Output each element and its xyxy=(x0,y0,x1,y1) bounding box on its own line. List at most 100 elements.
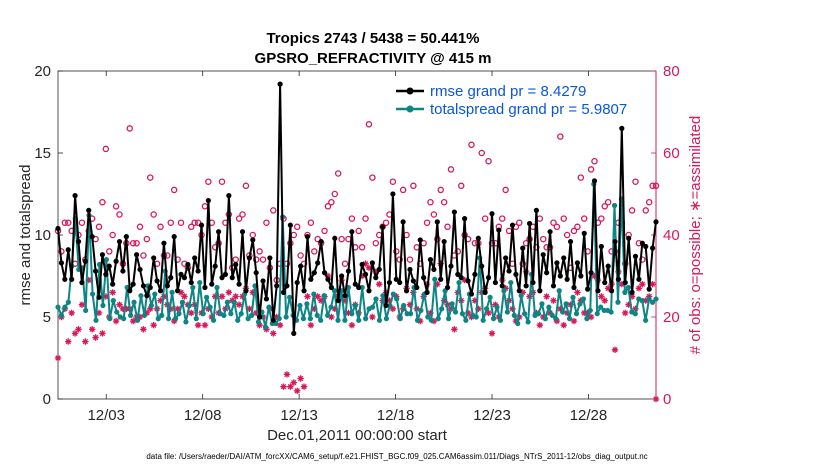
rmse-series xyxy=(55,81,659,336)
obs-assimilated-point xyxy=(307,322,315,329)
totalspread-line xyxy=(57,183,657,328)
totalspread-point xyxy=(110,298,116,304)
rmse-point xyxy=(643,243,649,250)
y-tick-label: 20 xyxy=(34,63,51,80)
obs-possible-point xyxy=(177,219,185,226)
rmse-point xyxy=(291,330,297,336)
obs-possible-point xyxy=(147,174,154,181)
totalspread-point xyxy=(356,317,362,323)
rmse-point xyxy=(123,234,129,240)
rmse-point xyxy=(103,271,109,277)
x-tick-label: 12/13 xyxy=(280,407,318,424)
obs-assimilated-point xyxy=(492,301,499,308)
totalspread-point xyxy=(549,312,555,318)
rmse-point xyxy=(280,289,287,295)
obs-assimilated-point xyxy=(65,338,72,345)
rmse-point xyxy=(424,289,430,295)
totalspread-point xyxy=(179,299,186,305)
obs-possible-point xyxy=(601,203,608,210)
obs-assimilated-point xyxy=(140,326,147,333)
obs-assimilated-point xyxy=(625,301,632,308)
rmse-point xyxy=(417,237,423,243)
totalspread-point xyxy=(235,317,241,323)
totalspread-point xyxy=(407,311,414,317)
obs-assimilated-point xyxy=(280,383,287,390)
rmse-point xyxy=(58,260,65,266)
totalspread-point xyxy=(556,288,562,294)
totalspread-point xyxy=(148,302,154,309)
totalspread-point xyxy=(325,312,331,318)
obs-assimilated-point xyxy=(386,297,393,304)
obs-possible-point xyxy=(328,198,335,206)
totalspread-point xyxy=(65,299,71,305)
rmse-point xyxy=(649,245,656,251)
obs-assimilated-point xyxy=(317,297,325,304)
rmse-point xyxy=(219,275,225,281)
rmse-point xyxy=(492,279,498,286)
obs-assimilated-point xyxy=(304,293,311,300)
totalspread-point xyxy=(131,299,137,305)
rmse-point xyxy=(602,279,608,286)
obs-assimilated-point xyxy=(249,289,256,296)
obs-possible-point xyxy=(358,244,366,251)
x-axis-label: Dec.01,2011 00:00:00 start xyxy=(267,427,448,444)
rmse-point xyxy=(308,276,314,282)
totalspread-point xyxy=(525,319,531,325)
rmse-point xyxy=(506,268,512,274)
obs-assimilated-point xyxy=(328,313,335,321)
totalspread-point xyxy=(190,284,196,291)
rmse-point xyxy=(612,238,618,245)
obs-assimilated-point xyxy=(270,330,277,337)
obs-assimilated-point xyxy=(635,285,643,292)
rmse-point xyxy=(366,288,372,294)
rmse-point xyxy=(335,298,341,304)
obs-assimilated-point xyxy=(451,326,458,333)
obs-assimilated-point xyxy=(99,330,106,337)
totalspread-point xyxy=(456,279,462,286)
obs-possible-point xyxy=(188,223,195,231)
totalspread-point xyxy=(542,316,548,322)
rmse-point xyxy=(485,275,492,281)
totalspread-point xyxy=(228,311,234,317)
obs-possible-point xyxy=(297,252,304,259)
obs-assimilated-point xyxy=(283,371,291,378)
rmse-point xyxy=(140,283,147,289)
x-tick-label: 12/18 xyxy=(377,407,415,424)
obs-possible-point xyxy=(498,215,506,222)
footer-data-file: data file: /Users/raeder/DAI/ATM_forcXX/… xyxy=(146,452,647,461)
rmse-point xyxy=(287,222,293,228)
obs-possible-point xyxy=(365,121,373,128)
totalspread-point xyxy=(560,309,566,315)
totalspread-point xyxy=(615,299,621,305)
obs-assimilated-point xyxy=(485,309,492,317)
rmse-point xyxy=(383,302,389,309)
rmse-point xyxy=(520,245,526,251)
totalspread-point xyxy=(376,317,383,323)
totalspread-point xyxy=(432,276,438,282)
obs-assimilated-point xyxy=(290,379,297,386)
rmse-point xyxy=(636,276,642,282)
rmse-point xyxy=(192,255,198,261)
rmse-point xyxy=(397,279,403,286)
totalspread-point xyxy=(522,311,528,317)
rmse-point xyxy=(195,268,201,274)
obs-possible-point xyxy=(112,203,120,210)
rmse-point xyxy=(567,238,574,245)
obs-possible-point xyxy=(652,182,660,190)
totalspread-point xyxy=(231,299,237,305)
obs-possible-point xyxy=(406,256,414,263)
obs-possible-point xyxy=(587,166,595,173)
rmse-point xyxy=(509,222,516,228)
totalspread-point xyxy=(584,316,590,322)
totalspread-point xyxy=(504,309,510,315)
totalspread-point xyxy=(383,316,389,322)
obs-possible-point xyxy=(143,235,151,243)
obs-possible-point xyxy=(563,231,571,239)
rmse-point xyxy=(489,211,495,217)
obs-possible-point xyxy=(393,248,400,255)
obs-assimilated-point xyxy=(287,383,294,390)
obs-possible-point xyxy=(252,256,260,263)
rmse-point xyxy=(414,284,420,291)
rmse-point xyxy=(581,230,587,236)
rmse-point xyxy=(198,222,205,228)
